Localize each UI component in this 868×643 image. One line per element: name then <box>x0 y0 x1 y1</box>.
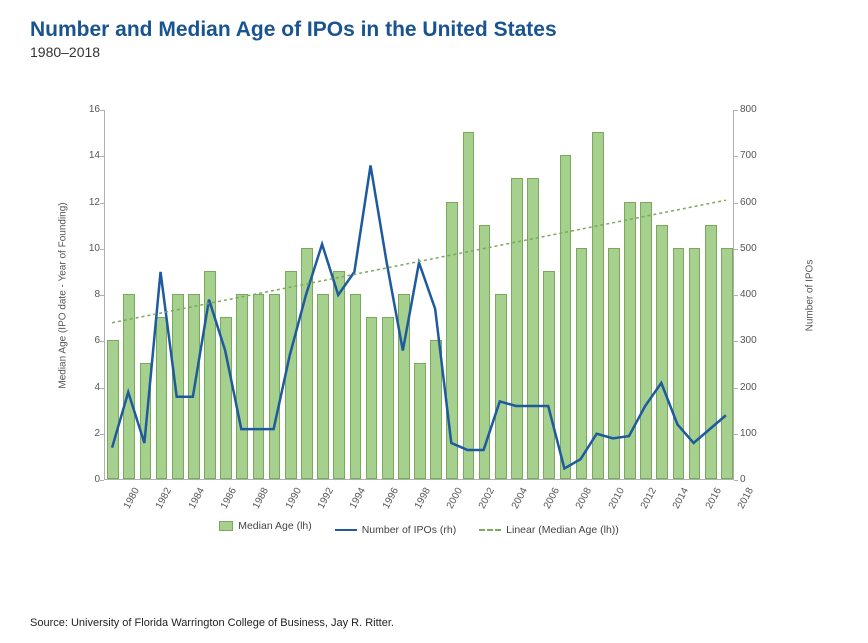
x-tick-label: 2002 <box>477 486 497 511</box>
line-swatch-icon <box>335 529 357 531</box>
legend-bar: Median Age (lh) <box>219 520 312 532</box>
bar <box>673 248 685 479</box>
bar <box>236 294 248 479</box>
bar <box>156 317 168 479</box>
source-line: Source: University of Florida Warrington… <box>30 617 394 629</box>
y-left-axis-title: Median Age (IPO date - Year of Founding) <box>58 202 69 388</box>
x-tick-label: 1992 <box>316 486 336 511</box>
legend-trend: Linear (Median Age (lh)) <box>479 524 619 536</box>
bar <box>333 271 345 479</box>
x-tick-label: 2014 <box>671 486 691 511</box>
bar <box>592 132 604 479</box>
y-right-tick-label: 100 <box>740 428 757 439</box>
y-left-tick-label: 14 <box>82 150 100 161</box>
bar <box>446 202 458 480</box>
plot-area <box>104 110 734 480</box>
x-tick-label: 2016 <box>703 486 723 511</box>
bar <box>495 294 507 479</box>
x-tick-label: 1990 <box>283 486 303 511</box>
bar <box>172 294 184 479</box>
bar <box>640 202 652 480</box>
bar <box>317 294 329 479</box>
x-tick-label: 2004 <box>510 486 530 511</box>
bar <box>430 340 442 479</box>
y-left-tick-label: 2 <box>82 428 100 439</box>
y-right-tick-label: 500 <box>740 243 757 254</box>
bar <box>107 340 119 479</box>
bar <box>414 363 426 479</box>
x-tick-label: 1982 <box>154 486 174 511</box>
bar <box>721 248 733 479</box>
x-tick-label: 2010 <box>606 486 626 511</box>
bar <box>350 294 362 479</box>
y-left-tick-label: 8 <box>82 289 100 300</box>
bar <box>543 271 555 479</box>
bar <box>382 317 394 479</box>
bar-swatch-icon <box>219 521 233 531</box>
bar <box>511 178 523 479</box>
chart-container: Median Age (IPO date - Year of Founding)… <box>42 100 792 530</box>
y-right-tick-label: 300 <box>740 335 757 346</box>
bar <box>140 363 152 479</box>
bar <box>366 317 378 479</box>
x-tick-label: 2008 <box>574 486 594 511</box>
bar <box>398 294 410 479</box>
x-tick-label: 2006 <box>542 486 562 511</box>
bar <box>253 294 265 479</box>
legend-trend-label: Linear (Median Age (lh)) <box>506 524 619 536</box>
bar <box>576 248 588 479</box>
bar <box>689 248 701 479</box>
legend: Median Age (lh) Number of IPOs (rh) Line… <box>104 520 734 536</box>
trend-swatch-icon <box>479 529 501 531</box>
y-right-tick-label: 0 <box>740 474 746 485</box>
bar <box>705 225 717 479</box>
y-right-tick-label: 800 <box>740 104 757 115</box>
bar <box>204 271 216 479</box>
y-right-tick-label: 600 <box>740 197 757 208</box>
y-right-tick-label: 200 <box>740 382 757 393</box>
bar <box>560 155 572 479</box>
bar <box>479 225 491 479</box>
x-tick-label: 1980 <box>122 486 142 511</box>
x-tick-label: 1994 <box>348 486 368 511</box>
chart-title: Number and Median Age of IPOs in the Uni… <box>30 18 838 42</box>
legend-bar-label: Median Age (lh) <box>238 520 312 532</box>
bar <box>656 225 668 479</box>
x-tick-label: 1988 <box>251 486 271 511</box>
y-left-tick-label: 16 <box>82 104 100 115</box>
y-left-tick-label: 4 <box>82 382 100 393</box>
bar <box>123 294 135 479</box>
legend-line: Number of IPOs (rh) <box>335 524 457 536</box>
x-tick-label: 1984 <box>186 486 206 511</box>
x-tick-label: 2018 <box>736 486 756 511</box>
bar <box>269 294 281 479</box>
x-tick-label: 2000 <box>445 486 465 511</box>
y-right-tick-label: 700 <box>740 150 757 161</box>
legend-line-label: Number of IPOs (rh) <box>362 524 457 536</box>
y-left-tick-label: 12 <box>82 197 100 208</box>
bar <box>188 294 200 479</box>
x-tick-label: 1998 <box>413 486 433 511</box>
chart-subtitle: 1980–2018 <box>30 44 838 60</box>
y-left-tick-label: 0 <box>82 474 100 485</box>
x-tick-label: 1996 <box>380 486 400 511</box>
y-right-tick-label: 400 <box>740 289 757 300</box>
bar <box>608 248 620 479</box>
bar <box>527 178 539 479</box>
bar <box>285 271 297 479</box>
y-left-tick-label: 6 <box>82 335 100 346</box>
y-right-axis-title: Number of IPOs <box>804 260 815 332</box>
bar <box>220 317 232 479</box>
bar <box>624 202 636 480</box>
bar <box>301 248 313 479</box>
bar <box>463 132 475 479</box>
x-tick-label: 2012 <box>639 486 659 511</box>
y-left-tick-label: 10 <box>82 243 100 254</box>
x-tick-label: 1986 <box>219 486 239 511</box>
